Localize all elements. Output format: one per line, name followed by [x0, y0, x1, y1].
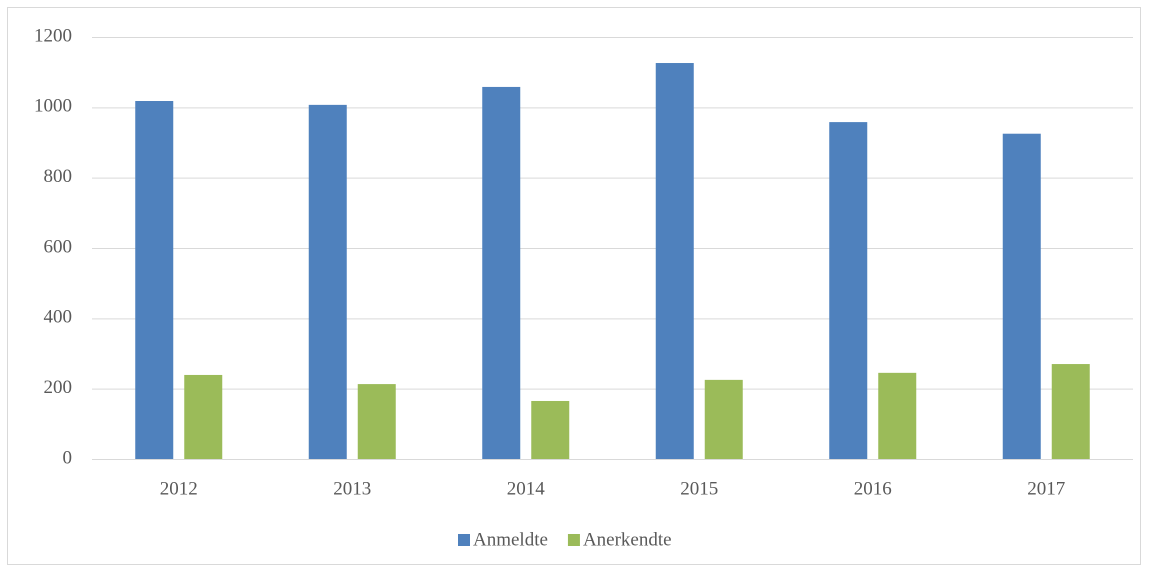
bar	[482, 86, 521, 459]
bar	[704, 379, 743, 459]
bar	[531, 400, 570, 459]
x-tick-label: 2017	[1027, 478, 1065, 499]
x-tick-label: 2013	[333, 478, 371, 499]
bar	[1002, 133, 1041, 460]
bar	[655, 63, 694, 459]
y-tick-label: 1200	[34, 25, 72, 46]
x-tick-label: 2016	[854, 478, 892, 499]
bar	[829, 122, 868, 459]
bar	[184, 374, 223, 459]
x-tick-label: 2014	[507, 478, 546, 499]
y-tick-label: 600	[44, 236, 73, 257]
y-tick-label: 1000	[34, 96, 72, 117]
legend-label: Anerkendte	[583, 529, 672, 550]
y-tick-label: 0	[63, 447, 73, 468]
y-tick-label: 200	[44, 377, 73, 398]
y-tick-label: 400	[44, 307, 73, 328]
bar	[308, 104, 347, 459]
chart-border	[7, 7, 1141, 565]
y-tick-label: 800	[44, 166, 73, 187]
bar	[878, 372, 917, 459]
bar	[357, 384, 396, 459]
legend-swatch	[567, 534, 580, 546]
x-tick-label: 2012	[160, 478, 198, 499]
bar	[135, 101, 174, 460]
bar	[1051, 364, 1090, 459]
x-tick-label: 2015	[680, 478, 718, 499]
legend-label: Anmeldte	[473, 529, 548, 550]
legend-swatch	[458, 534, 470, 546]
